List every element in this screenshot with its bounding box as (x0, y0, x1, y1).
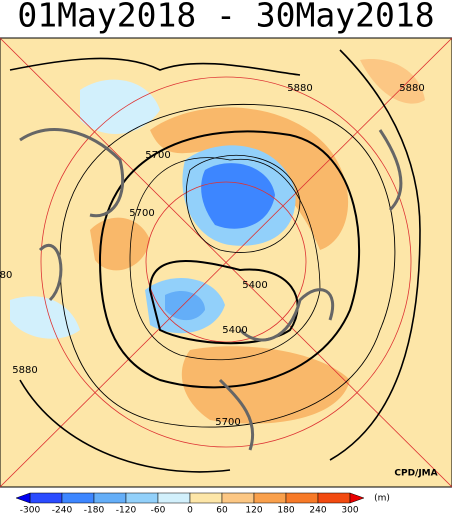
credit: CPD/JMA (394, 469, 437, 479)
contour-label: 5700 (145, 150, 170, 161)
colorbar-bin (285, 492, 319, 504)
colorbar-bin (157, 492, 191, 504)
contours (9, 49, 421, 473)
contour-label: 5400 (242, 280, 267, 291)
negative-anomaly (201, 163, 275, 229)
colorbar-tick-label: 300 (341, 506, 358, 515)
colorbar-tick-label: 60 (216, 506, 228, 515)
colorbar-tick-label: 0 (187, 506, 193, 515)
colorbar-end (15, 492, 31, 504)
map: 5880 5880 5700 5700 5400 5400 5700 5880 … (0, 37, 452, 488)
colorbar-tick-label: 180 (277, 506, 294, 515)
colorbar-bin (317, 492, 351, 504)
colorbar-tick-label: -240 (52, 506, 73, 515)
positive-anomaly (181, 346, 350, 424)
colorbar-tick-label: 120 (245, 506, 262, 515)
coastlines (19, 128, 403, 451)
colorbar-tick-label: -300 (20, 506, 41, 515)
negative-anomaly (80, 79, 160, 134)
colorbar-tick-label: 240 (309, 506, 326, 515)
colorbar-tick-label: -180 (84, 506, 105, 515)
colorbar-tick-label: -60 (151, 506, 166, 515)
latitude-circle (145, 181, 307, 343)
contour-label: 80 (0, 270, 12, 281)
positive-anomaly (360, 59, 425, 104)
colorbar-bin (29, 492, 63, 504)
colorbar: -300 -240 -180 -120 -60 0 60 120 180 240 300 (m) (15, 492, 390, 515)
contour-label: 5880 (287, 83, 312, 94)
contour-label: 5700 (215, 417, 240, 428)
colorbar-bin (61, 492, 95, 504)
negative-anomaly (10, 296, 80, 339)
colorbar-bin (221, 492, 255, 504)
colorbar-end (349, 492, 365, 504)
title: 01May2018 - 30May2018 (17, 0, 434, 35)
latitude-circle (40, 76, 412, 448)
positive-anomaly (150, 107, 349, 251)
colorbar-bin (189, 492, 223, 504)
contour-label: 5880 (12, 365, 37, 376)
colorbar-bin (125, 492, 159, 504)
contour-label: 5400 (222, 325, 247, 336)
meridian (0, 37, 452, 488)
colorbar-unit: (m) (374, 494, 390, 504)
colorbar-tick-label: -120 (116, 506, 137, 515)
positive-anomaly (90, 217, 150, 271)
colorbar-bin (93, 492, 127, 504)
contour-label: 5700 (129, 208, 154, 219)
colorbar-bin (253, 492, 287, 504)
contour-label: 5880 (399, 83, 424, 94)
